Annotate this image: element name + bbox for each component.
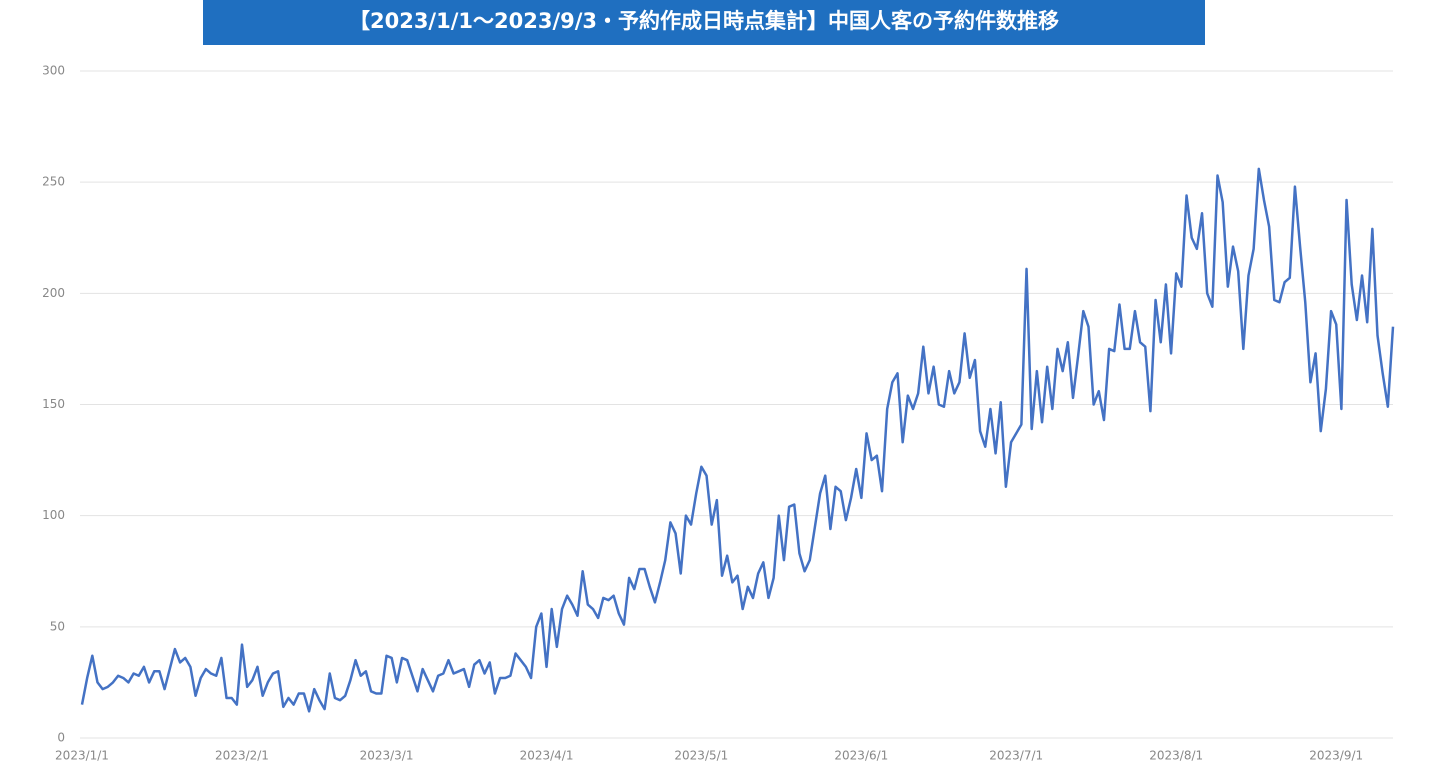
x-tick-label: 2023/6/1 [834, 749, 888, 763]
chart-title: 【2023/1/1～2023/9/3・予約作成日時点集計】中国人客の予約件数推移 [349, 9, 1059, 33]
y-tick-label: 0 [57, 731, 65, 745]
x-tick-label: 2023/9/1 [1309, 749, 1363, 763]
title-banner [203, 0, 1205, 45]
y-tick-label: 250 [42, 175, 65, 189]
x-tick-label: 2023/5/1 [674, 749, 728, 763]
x-tick-label: 2023/1/1 [55, 749, 109, 763]
x-tick-label: 2023/4/1 [520, 749, 574, 763]
y-tick-label: 100 [42, 508, 65, 522]
x-tick-label: 2023/2/1 [215, 749, 269, 763]
y-tick-label: 50 [50, 619, 65, 633]
data-line [80, 167, 1395, 713]
y-tick-label: 150 [42, 397, 65, 411]
x-tick-label: 2023/7/1 [989, 749, 1043, 763]
x-tick-label: 2023/3/1 [360, 749, 414, 763]
x-tick-label: 2023/8/1 [1149, 749, 1203, 763]
y-tick-label: 300 [42, 64, 65, 78]
y-tick-label: 200 [42, 286, 65, 300]
